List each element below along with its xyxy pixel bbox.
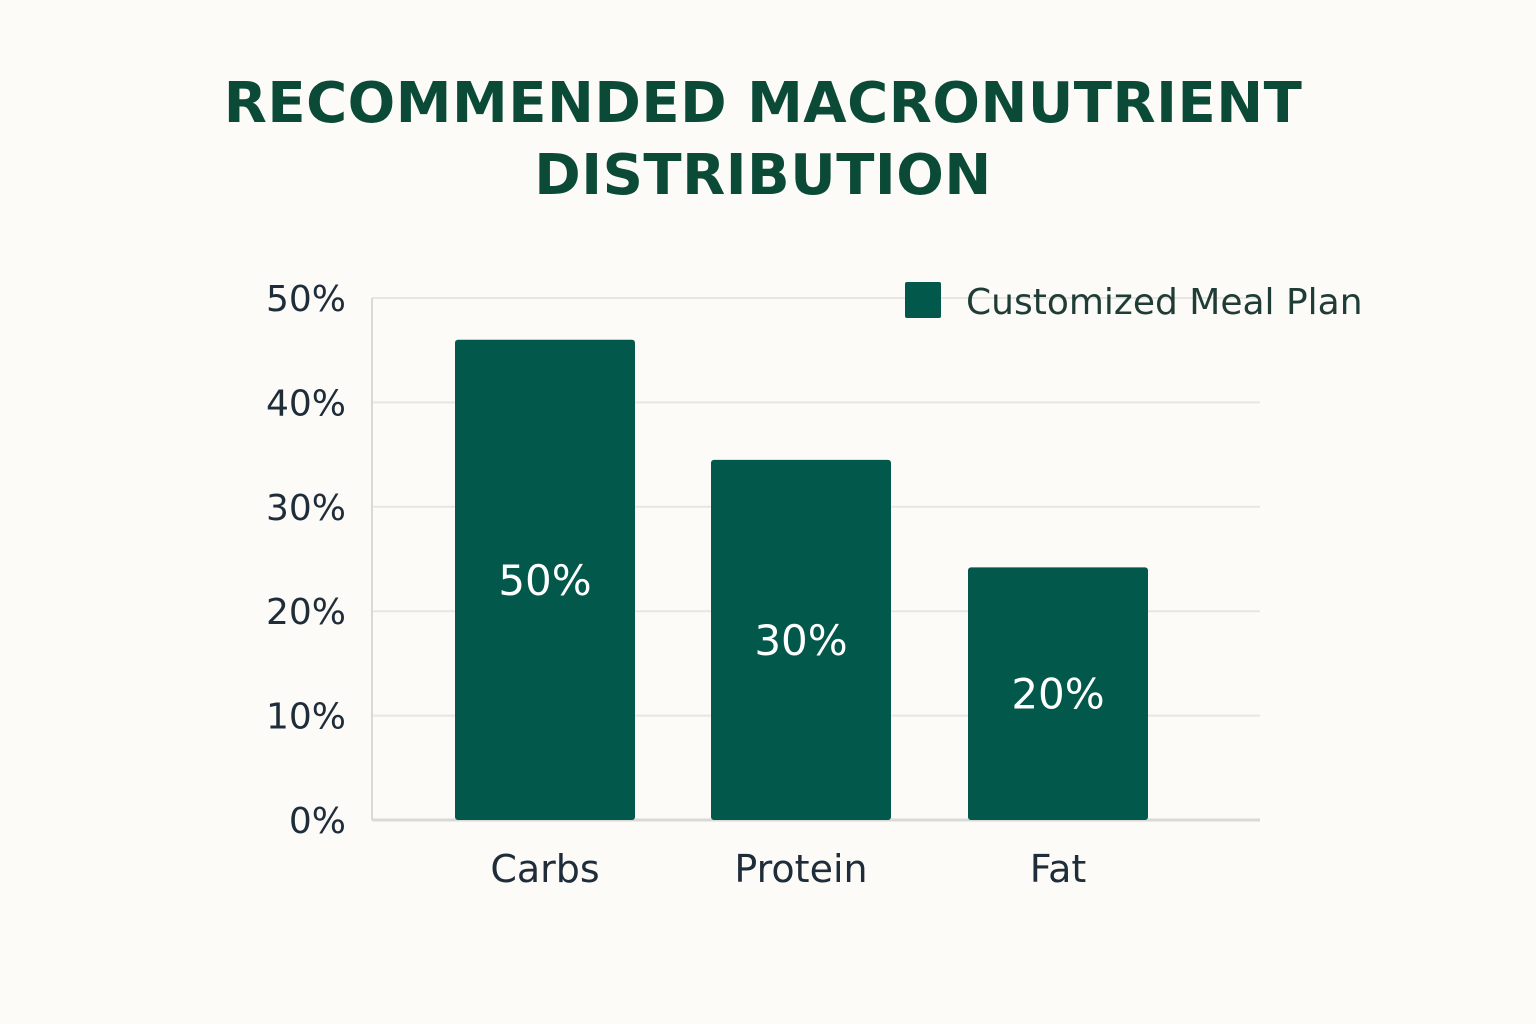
chart-title-line-2: DISTRIBUTION: [534, 143, 992, 208]
y-tick-label: 20%: [266, 592, 346, 633]
legend: Customized Meal Plan: [905, 282, 1363, 323]
chart-title-line-1: RECOMMENDED MACRONUTRIENT: [223, 71, 1303, 136]
bar-fat: [968, 567, 1148, 820]
x-tick-label: Carbs: [490, 847, 599, 891]
chart-title: RECOMMENDED MACRONUTRIENT DISTRIBUTION: [0, 68, 1526, 212]
bars: [455, 339, 1148, 820]
x-axis-category-labels: Carbs Protein Fat: [490, 847, 1086, 891]
y-tick-label: 10%: [266, 697, 346, 738]
legend-label: Customized Meal Plan: [966, 282, 1363, 323]
y-tick-label: 0%: [289, 801, 346, 842]
x-tick-label: Fat: [1030, 847, 1087, 891]
data-label-protein: 30%: [754, 616, 847, 665]
data-labels: 50% 30% 20%: [498, 556, 1104, 719]
y-tick-label: 40%: [266, 383, 346, 424]
bar-carbs: [455, 339, 635, 820]
y-tick-label: 30%: [266, 488, 346, 529]
y-axis-tick-labels: 0% 10% 20% 30% 40% 50%: [266, 279, 346, 842]
x-tick-label: Protein: [734, 847, 867, 891]
data-label-fat: 20%: [1011, 670, 1104, 719]
data-label-carbs: 50%: [498, 556, 591, 605]
bar-protein: [711, 459, 891, 820]
y-tick-label: 50%: [266, 279, 346, 320]
legend-swatch: [905, 282, 941, 318]
